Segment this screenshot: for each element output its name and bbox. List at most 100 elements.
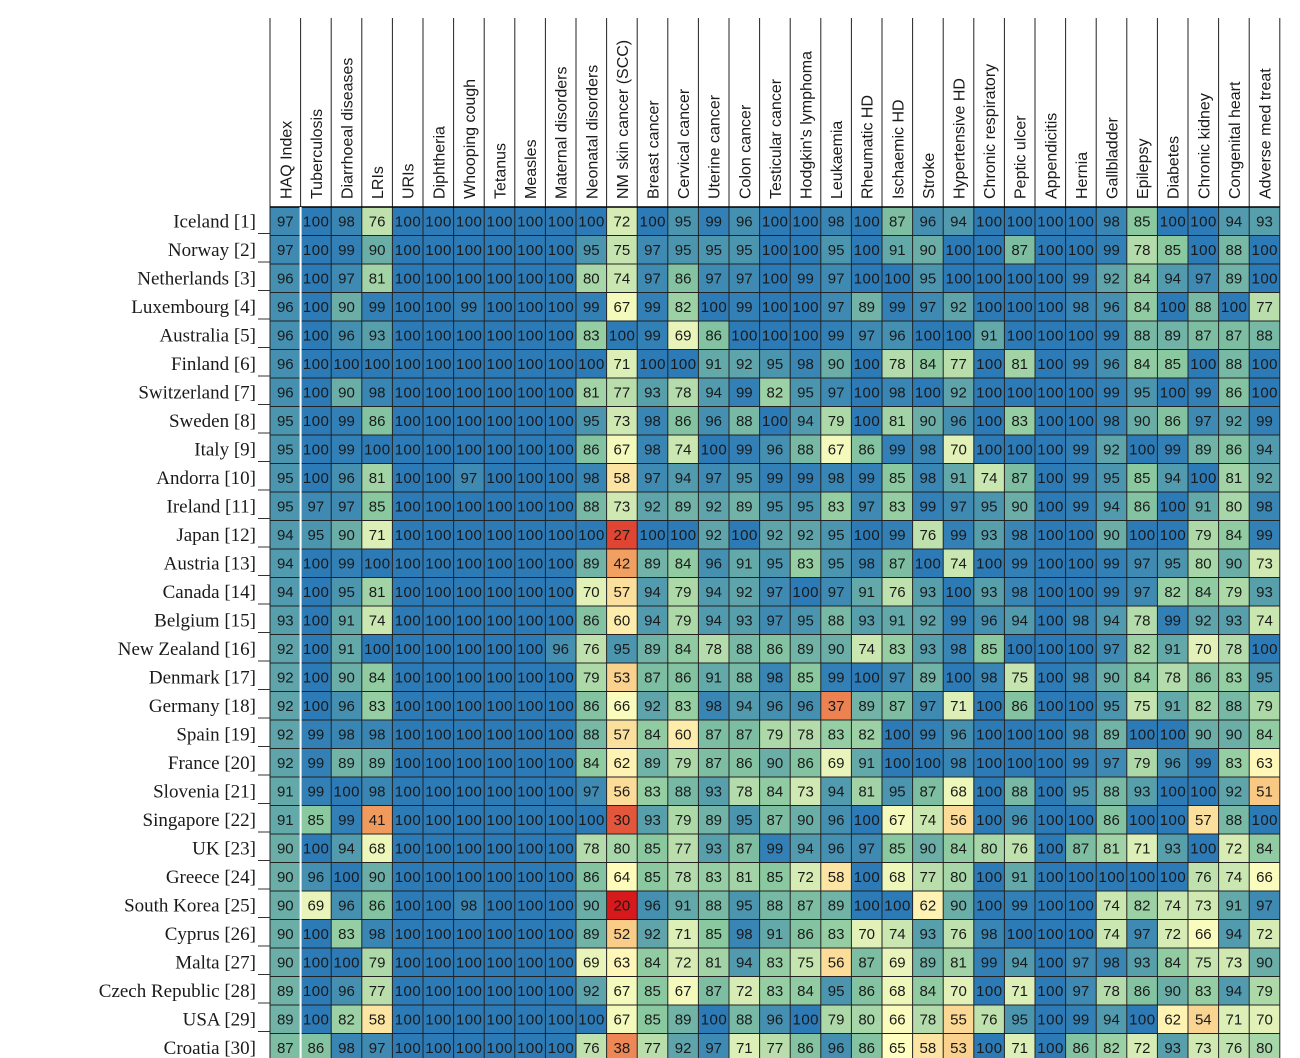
cell-value: 100 <box>395 327 421 344</box>
cell-value: 98 <box>950 641 967 658</box>
row-label-new-zealand-16: New Zealand [16] <box>118 639 256 660</box>
heatmap-cell <box>576 235 607 264</box>
heatmap-cell <box>606 777 638 806</box>
cell-value: 91 <box>675 897 692 914</box>
heatmap-cell <box>790 606 821 635</box>
cell-value: 100 <box>303 356 329 373</box>
heatmap-cell <box>729 691 760 720</box>
heatmap-cell <box>453 691 485 720</box>
cell-value: 100 <box>303 470 329 487</box>
heatmap-cell <box>943 577 974 606</box>
cell-value: 84 <box>767 783 784 800</box>
heatmap-cell <box>882 720 913 749</box>
cell-value: 58 <box>828 869 845 886</box>
column-label-uterine-cancer: Uterine cancer <box>707 94 724 199</box>
cell-value: 85 <box>644 1011 661 1028</box>
cell-value: 94 <box>644 612 661 629</box>
heatmap-cell <box>912 292 944 321</box>
heatmap-cell <box>973 805 1005 834</box>
cell-value: 100 <box>976 413 1002 430</box>
heatmap-cell <box>1157 720 1188 749</box>
heatmap-cell <box>453 891 485 920</box>
cell-value: 98 <box>1073 612 1090 629</box>
cell-value: 95 <box>736 897 753 914</box>
heatmap-cell <box>912 691 944 720</box>
cell-value: 95 <box>1103 470 1120 487</box>
cell-value: 100 <box>1190 783 1216 800</box>
heatmap-cell <box>576 207 607 236</box>
heatmap-cell <box>1188 406 1219 435</box>
cell-value: 62 <box>1164 1011 1181 1028</box>
heatmap-cell <box>392 549 423 578</box>
cell-value: 99 <box>1256 527 1273 544</box>
heatmap-cell <box>1096 976 1127 1005</box>
cell-value: 92 <box>277 669 294 686</box>
cell-value: 100 <box>915 755 941 772</box>
heatmap-cell <box>667 520 699 549</box>
cell-value: 100 <box>456 783 482 800</box>
cell-value: 84 <box>1164 954 1181 971</box>
cell-value: 96 <box>828 812 845 829</box>
heatmap-cell <box>606 976 638 1005</box>
heatmap-cell <box>392 292 423 321</box>
heatmap-cell <box>300 834 332 863</box>
heatmap-cell <box>851 235 882 264</box>
heatmap-cell <box>1126 634 1158 663</box>
heatmap-cell <box>820 292 852 321</box>
column-label-leukaemia: Leukaemia <box>829 121 846 199</box>
cell-value: 81 <box>858 783 875 800</box>
heatmap-cell <box>1035 834 1066 863</box>
cell-value: 85 <box>644 840 661 857</box>
heatmap-cell <box>1218 492 1250 521</box>
cell-value: 94 <box>1011 954 1028 971</box>
heatmap-cell <box>1126 748 1158 777</box>
heatmap-cell <box>392 1005 423 1034</box>
heatmap-cell <box>698 891 729 920</box>
heatmap-cell <box>484 948 515 977</box>
heatmap-cell <box>729 378 760 407</box>
cell-value: 100 <box>303 612 329 629</box>
cell-value: 90 <box>950 897 967 914</box>
cell-value: 93 <box>705 840 722 857</box>
heatmap-cell <box>912 463 944 492</box>
heatmap-cell <box>1096 435 1127 464</box>
heatmap-cell <box>423 349 454 378</box>
cell-value: 100 <box>456 954 482 971</box>
cell-value: 100 <box>548 897 574 914</box>
heatmap-cell <box>1188 748 1219 777</box>
cell-value: 100 <box>1037 498 1063 515</box>
heatmap-cell <box>667 463 699 492</box>
heatmap-cell <box>851 976 882 1005</box>
cell-value: 96 <box>1011 812 1028 829</box>
heatmap-cell <box>667 435 699 464</box>
heatmap-cell <box>392 492 423 521</box>
cell-value: 77 <box>767 1040 784 1057</box>
cell-value: 99 <box>1164 612 1181 629</box>
heatmap-cell <box>453 321 485 350</box>
column-label-adverse-med-treat: Adverse med treat <box>1258 68 1275 199</box>
cell-value: 100 <box>1037 327 1063 344</box>
heatmap-cell <box>300 777 332 806</box>
heatmap-cell <box>1035 891 1066 920</box>
column-label-stroke: Stroke <box>921 153 938 199</box>
heatmap-cell <box>1096 264 1127 293</box>
heatmap-cell <box>545 777 576 806</box>
heatmap-cell <box>1065 264 1097 293</box>
cell-value: 93 <box>1256 584 1273 601</box>
heatmap-cell <box>759 406 791 435</box>
heatmap-cell <box>331 720 362 749</box>
heatmap-cell <box>912 919 944 948</box>
heatmap-cell <box>576 606 607 635</box>
heatmap-cell <box>637 663 668 692</box>
cell-value: 81 <box>369 584 386 601</box>
heatmap-cell <box>1096 919 1127 948</box>
cell-value: 100 <box>1037 584 1063 601</box>
heatmap-cell <box>453 663 485 692</box>
heatmap-cell <box>331 805 362 834</box>
heatmap-cell <box>1096 520 1127 549</box>
heatmap-cell <box>361 207 393 236</box>
heatmap-cell <box>790 919 821 948</box>
heatmap-cell <box>1188 948 1219 977</box>
heatmap-cell <box>912 891 944 920</box>
heatmap-cell <box>514 520 546 549</box>
